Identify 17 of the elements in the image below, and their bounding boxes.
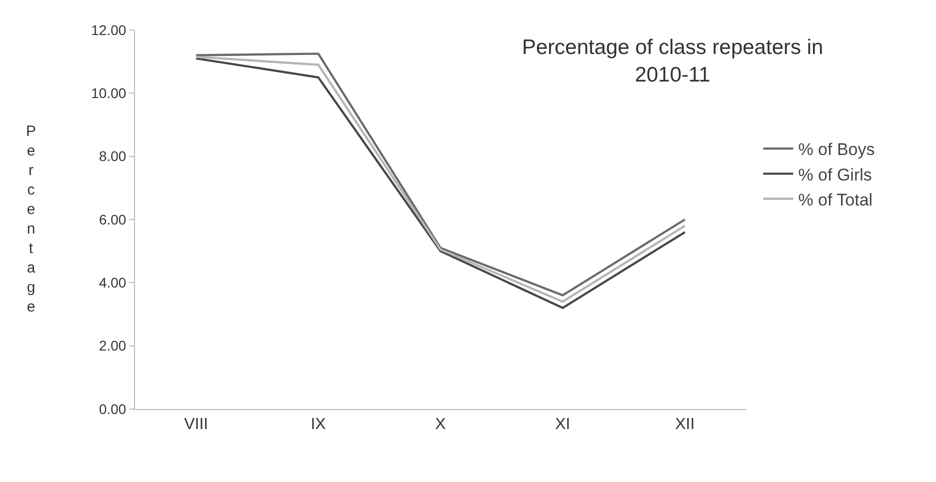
y-tick-label: 10.00 — [91, 85, 126, 102]
x-tick-label: IX — [310, 416, 326, 434]
x-tick-label: XII — [675, 416, 695, 434]
x-tick-label: X — [435, 416, 446, 434]
x-tick-label: XI — [555, 416, 570, 434]
y-tick-label: 2.00 — [98, 338, 126, 354]
legend-label: % of Total — [798, 190, 873, 210]
y-tick-label: 4.00 — [98, 274, 126, 291]
legend-label: % of Girls — [798, 165, 872, 184]
text: Percentage of class repeaters in 2010-11 — [522, 36, 824, 86]
y-tick-label: 0.00 — [98, 400, 126, 417]
y-tick-label: 6.00 — [98, 211, 126, 228]
y-tick-label: 8.00 — [98, 148, 126, 164]
y-tick-label: 12.00 — [91, 22, 126, 38]
legend-label: % of Boys — [798, 140, 875, 160]
x-tick-label: VIII — [184, 416, 208, 434]
text: Percentage — [26, 123, 36, 316]
